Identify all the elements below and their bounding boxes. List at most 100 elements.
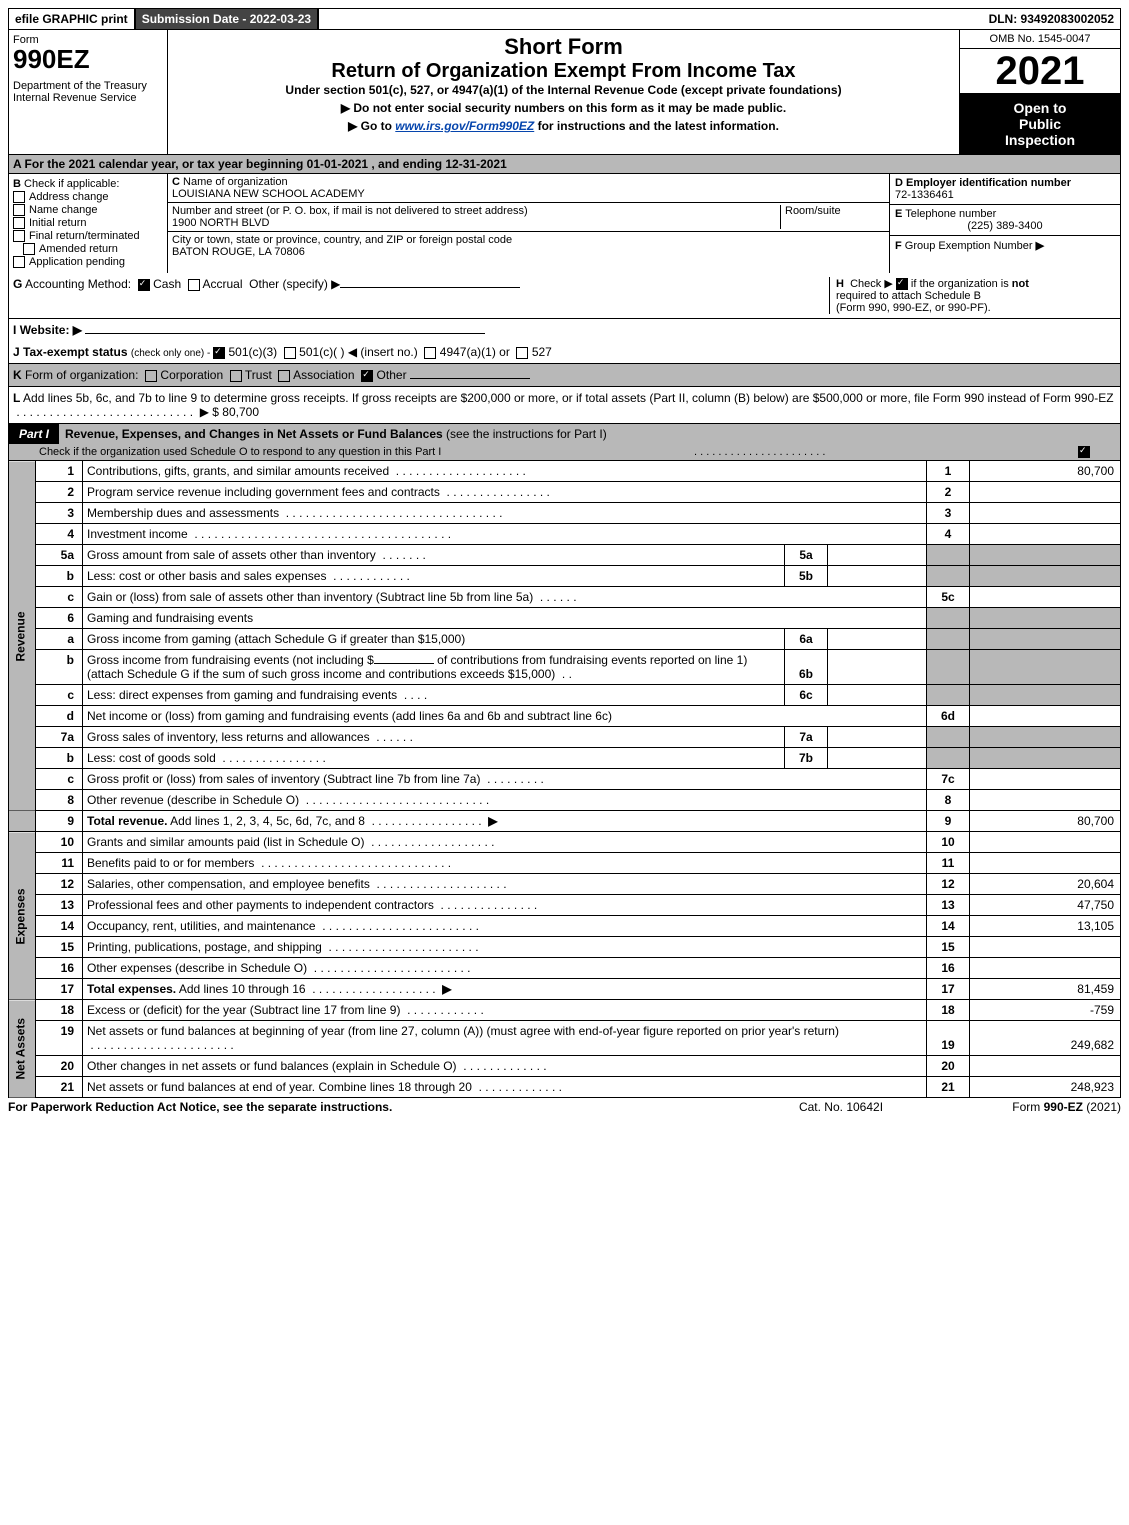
shaded-cell <box>970 685 1121 706</box>
name-of-org-label: Name of organization <box>183 176 288 188</box>
checkbox-corporation[interactable] <box>145 370 157 382</box>
section-def: D Employer identification number 72-1336… <box>889 174 1120 273</box>
table-row: 3 Membership dues and assessments . . . … <box>9 503 1121 524</box>
line-number: 18 <box>36 1000 83 1021</box>
department-label: Department of the Treasury <box>13 80 163 92</box>
checkbox-association[interactable] <box>278 370 290 382</box>
table-row: b Less: cost of goods sold . . . . . . .… <box>9 748 1121 769</box>
line-number: c <box>36 685 83 706</box>
shaded-cell <box>927 608 970 629</box>
line-desc: Gross sales of inventory, less returns a… <box>87 730 370 744</box>
checkbox-initial-return[interactable] <box>13 217 25 229</box>
shaded-cell <box>927 727 970 748</box>
other-specify-input[interactable] <box>340 287 520 288</box>
city-value: BATON ROUGE, LA 70806 <box>172 246 885 258</box>
checkbox-501c3[interactable] <box>213 347 225 359</box>
efile-label[interactable]: efile GRAPHIC print <box>9 9 136 29</box>
line-box: 14 <box>927 916 970 937</box>
line-number: 5a <box>36 545 83 566</box>
line-amount: -759 <box>970 1000 1121 1021</box>
checkbox-4947[interactable] <box>424 347 436 359</box>
line-box: 6d <box>927 706 970 727</box>
spacer <box>319 16 982 22</box>
line-desc: Program service revenue including govern… <box>87 485 440 499</box>
checkbox-trust[interactable] <box>230 370 242 382</box>
l-amount: 80,700 <box>222 405 259 419</box>
checkbox-527[interactable] <box>516 347 528 359</box>
line-box: 18 <box>927 1000 970 1021</box>
table-row: 4 Investment income . . . . . . . . . . … <box>9 524 1121 545</box>
checkbox-501c[interactable] <box>284 347 296 359</box>
checkbox-amended-return[interactable] <box>23 243 35 255</box>
inner-box: 7a <box>785 727 828 748</box>
line-amount: 20,604 <box>970 874 1121 895</box>
line-box: 13 <box>927 895 970 916</box>
checkbox-accrual[interactable] <box>188 279 200 291</box>
inner-value <box>828 685 927 706</box>
line-number: 6 <box>36 608 83 629</box>
501c-label: 501(c)( ) ◀ (insert no.) <box>299 345 418 359</box>
table-row: 16 Other expenses (describe in Schedule … <box>9 958 1121 979</box>
line-amount: 80,700 <box>970 811 1121 832</box>
table-row: Net Assets 18 Excess or (deficit) for th… <box>9 1000 1121 1021</box>
city-label: City or town, state or province, country… <box>172 234 885 246</box>
c-label: C <box>172 176 180 188</box>
form-header-left: Form 990EZ Department of the Treasury In… <box>9 30 168 154</box>
form-header-right: OMB No. 1545-0047 2021 Open to Public In… <box>959 30 1120 154</box>
line-amount: 47,750 <box>970 895 1121 916</box>
table-row: 21 Net assets or fund balances at end of… <box>9 1077 1121 1098</box>
website-input[interactable] <box>85 333 485 334</box>
dln-label: DLN: 93492083002052 <box>983 9 1120 29</box>
checkbox-schedule-b[interactable] <box>896 278 908 290</box>
checkbox-app-pending[interactable] <box>13 256 25 268</box>
line-number: 11 <box>36 853 83 874</box>
line-box: 10 <box>927 832 970 853</box>
table-row: 14 Occupancy, rent, utilities, and maint… <box>9 916 1121 937</box>
checkbox-schedule-o[interactable] <box>1078 446 1090 458</box>
part-i-subtitle-row: Check if the organization used Schedule … <box>8 444 1121 461</box>
shaded-cell <box>927 685 970 706</box>
checkbox-cash[interactable] <box>138 279 150 291</box>
form-header: Form 990EZ Department of the Treasury In… <box>8 30 1121 155</box>
line-box: 15 <box>927 937 970 958</box>
line-box: 11 <box>927 853 970 874</box>
line-number: 13 <box>36 895 83 916</box>
association-label: Association <box>293 368 354 382</box>
table-row: 2 Program service revenue including gove… <box>9 482 1121 503</box>
checkbox-address-change[interactable] <box>13 191 25 203</box>
irs-link[interactable]: www.irs.gov/Form990EZ <box>395 119 534 133</box>
section-j: J Tax-exempt status (check only one) - 5… <box>8 341 1121 364</box>
b-check-label: Check if applicable: <box>24 178 119 190</box>
part-i-label: Part I <box>9 424 59 444</box>
b-label: B <box>13 178 21 190</box>
table-row: 15 Printing, publications, postage, and … <box>9 937 1121 958</box>
line-desc: Professional fees and other payments to … <box>87 898 434 912</box>
section-b: B Check if applicable: Address change Na… <box>9 174 168 273</box>
line-amount <box>970 769 1121 790</box>
line-number: c <box>36 769 83 790</box>
checkbox-final-return[interactable] <box>13 230 25 242</box>
other-org-input[interactable] <box>410 378 530 379</box>
line-desc: Less: cost of goods sold <box>87 751 216 765</box>
inner-value <box>828 566 927 587</box>
line-number: 12 <box>36 874 83 895</box>
open-line-3: Inspection <box>964 132 1116 148</box>
e-label: E <box>895 208 902 220</box>
line-box: 7c <box>927 769 970 790</box>
line-desc-2: Add lines 1, 2, 3, 4, 5c, 6d, 7c, and 8 <box>167 814 364 828</box>
inner-box: 5a <box>785 545 828 566</box>
j-label: J <box>13 345 20 359</box>
contrib-amount-input[interactable] <box>374 663 434 664</box>
phone-value: (225) 389-3400 <box>895 220 1115 232</box>
line-desc: Less: cost or other basis and sales expe… <box>87 569 326 583</box>
line-desc: Investment income <box>87 527 188 541</box>
checkbox-name-change[interactable] <box>13 204 25 216</box>
table-row: b Gross income from fundraising events (… <box>9 650 1121 685</box>
table-row: b Less: cost or other basis and sales ex… <box>9 566 1121 587</box>
line-number: 1 <box>36 461 83 482</box>
table-row: 11 Benefits paid to or for members . . .… <box>9 853 1121 874</box>
checkbox-other-org[interactable] <box>361 370 373 382</box>
line-number: 20 <box>36 1056 83 1077</box>
line-number: 4 <box>36 524 83 545</box>
form-footer-number: 990-EZ <box>1044 1100 1083 1114</box>
